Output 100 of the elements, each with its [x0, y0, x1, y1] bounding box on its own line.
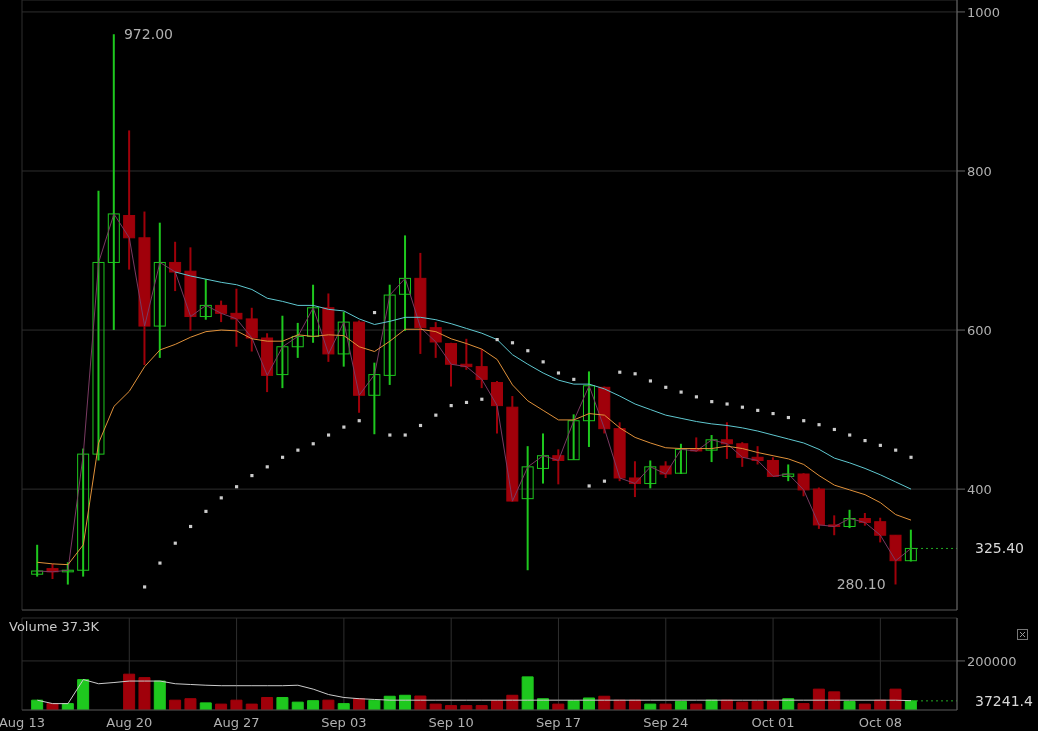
point — [480, 397, 484, 401]
point — [756, 408, 760, 412]
x-tick-label: Oct 01 — [751, 715, 795, 731]
point — [848, 433, 852, 437]
bar — [858, 703, 871, 710]
candlestick — [644, 459, 657, 490]
point — [664, 385, 668, 389]
bar — [199, 702, 212, 710]
bar — [521, 676, 534, 710]
x-tick-label: Oct 08 — [858, 715, 902, 731]
bar — [245, 703, 258, 710]
point — [280, 455, 285, 459]
bar — [184, 698, 197, 710]
point — [158, 561, 162, 565]
candlestick — [843, 508, 856, 530]
y-tick-label: 600 — [967, 322, 992, 338]
bar — [291, 701, 304, 710]
annotation: 280.10 — [836, 576, 886, 593]
point — [863, 439, 867, 443]
candlestick — [368, 361, 381, 436]
bar — [230, 699, 243, 710]
point — [510, 341, 515, 345]
candlestick — [153, 221, 166, 359]
bar — [123, 673, 136, 710]
point — [204, 509, 208, 513]
point — [403, 433, 407, 437]
candlestick — [383, 283, 396, 386]
x-tick-label: Aug 27 — [213, 715, 260, 731]
point — [556, 371, 561, 375]
candlestick — [31, 543, 44, 578]
point — [909, 455, 913, 459]
bar — [828, 691, 841, 710]
candlestick — [337, 310, 350, 368]
point — [618, 370, 622, 374]
point — [189, 524, 193, 529]
candlestick — [199, 278, 212, 321]
y-tick-label: 200000 — [967, 653, 1017, 669]
candlestick — [797, 472, 810, 498]
bar — [889, 688, 902, 710]
candlestick — [399, 234, 412, 332]
point — [526, 349, 530, 353]
point — [250, 474, 254, 478]
point — [633, 372, 637, 376]
candlestick — [521, 445, 534, 572]
bar — [659, 703, 672, 710]
point — [679, 390, 683, 394]
x-tick-label: Sep 10 — [428, 715, 474, 731]
x-tick-label: Aug 20 — [106, 715, 153, 731]
point — [372, 310, 377, 315]
bar — [307, 700, 320, 710]
point — [495, 338, 499, 342]
x-tick-label: Sep 03 — [321, 715, 367, 731]
point — [311, 442, 315, 446]
point — [740, 405, 744, 409]
point — [878, 443, 882, 447]
point — [265, 465, 269, 469]
ref-line-label: 37241.4 — [975, 692, 1033, 709]
point — [464, 400, 469, 405]
candlestick — [92, 189, 105, 462]
bar — [552, 703, 565, 710]
point — [357, 419, 361, 423]
candlestick — [276, 314, 289, 390]
candlestick — [567, 413, 580, 461]
chart-title: Volume 37.3K — [9, 619, 99, 634]
bar — [644, 703, 657, 710]
point — [894, 448, 898, 452]
point — [832, 427, 836, 432]
bar — [77, 679, 90, 710]
point — [817, 423, 821, 427]
bar — [368, 699, 381, 710]
candlestick — [123, 129, 136, 271]
candlestick — [77, 447, 90, 578]
point — [388, 433, 392, 437]
point — [771, 411, 775, 416]
point — [786, 415, 790, 420]
point — [648, 379, 653, 383]
candlestick — [169, 240, 182, 293]
point — [587, 484, 591, 488]
point — [219, 496, 223, 500]
bar — [276, 696, 289, 710]
x-tick-label: Sep 24 — [643, 715, 689, 731]
point — [326, 433, 331, 437]
candlestick — [307, 283, 320, 344]
candlestick — [230, 287, 243, 348]
point — [694, 395, 699, 399]
candlestick — [582, 370, 595, 448]
point — [541, 360, 545, 364]
point — [572, 377, 576, 381]
candlestick — [874, 516, 887, 544]
x-tick-label: Sep 17 — [535, 715, 582, 731]
bar — [322, 699, 335, 710]
candlestick — [674, 442, 687, 475]
bar — [690, 703, 703, 710]
point — [173, 541, 177, 545]
bar — [843, 700, 856, 710]
bar — [153, 680, 166, 710]
candlestick — [215, 299, 228, 324]
point — [296, 448, 300, 452]
candlestick — [705, 434, 718, 464]
y-tick-label: 800 — [967, 163, 992, 179]
